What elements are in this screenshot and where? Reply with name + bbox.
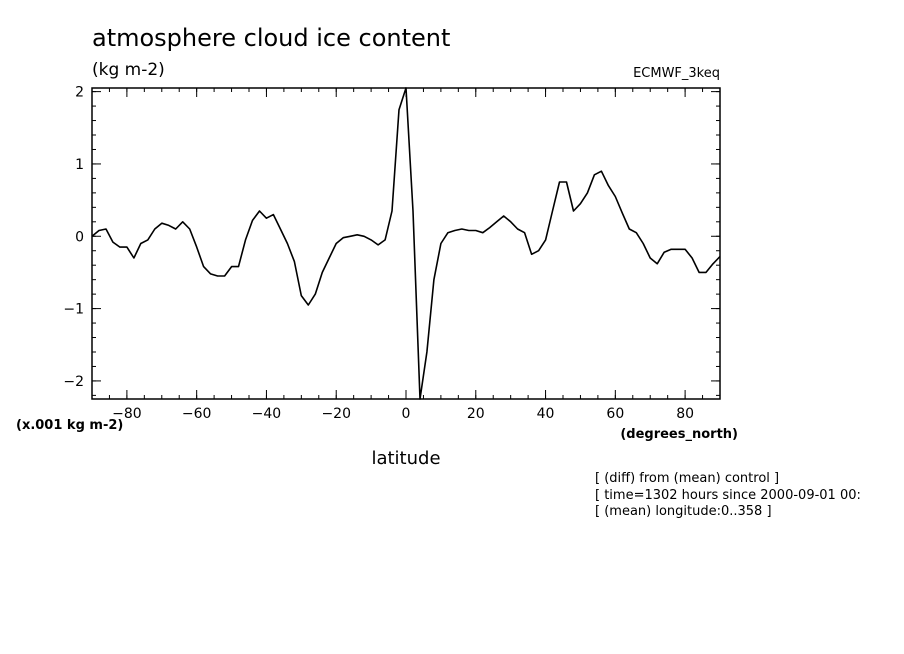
- x-tick-label: 40: [537, 406, 555, 422]
- footnote-line-3: [ (mean) longitude:0..358 ]: [595, 504, 772, 519]
- plot-frame: [91, 87, 721, 400]
- scale-note: (x.001 kg m-2): [16, 418, 123, 433]
- axis-ticks: [91, 88, 721, 399]
- footnote-line-1: [ (diff) from (mean) control ]: [595, 471, 779, 486]
- x-tick-label: −80: [112, 406, 142, 422]
- x-tick-label: −60: [182, 406, 212, 422]
- chart-title: atmosphere cloud ice content: [92, 24, 450, 52]
- x-tick-label: 20: [467, 406, 485, 422]
- x-axis-label: latitude: [371, 448, 440, 469]
- y-tick-label: −2: [63, 374, 84, 390]
- footnote-line-2: [ time=1302 hours since 2000-09-01 00:: [595, 488, 861, 503]
- series-line-0: [91, 87, 721, 400]
- y-tick-label: 0: [75, 229, 84, 245]
- x-tick-label: −20: [321, 406, 351, 422]
- x-tick-label: 60: [606, 406, 624, 422]
- x-tick-label: 80: [676, 406, 694, 422]
- units-label: (kg m-2): [92, 60, 165, 80]
- y-tick-label: 2: [75, 85, 84, 101]
- x-tick-label: 0: [402, 406, 411, 422]
- x-units-label: (degrees_north): [620, 427, 738, 442]
- y-tick-label: −1: [63, 302, 84, 318]
- dataset-label: ECMWF_3keq: [633, 66, 720, 81]
- series-group: [91, 87, 721, 400]
- x-tick-label: −40: [252, 406, 282, 422]
- y-tick-label: 1: [75, 157, 84, 173]
- axis-tick-labels: −80 −60 −40 −20 0 20 40 60 80 −2 −1 0 1 2: [63, 85, 694, 422]
